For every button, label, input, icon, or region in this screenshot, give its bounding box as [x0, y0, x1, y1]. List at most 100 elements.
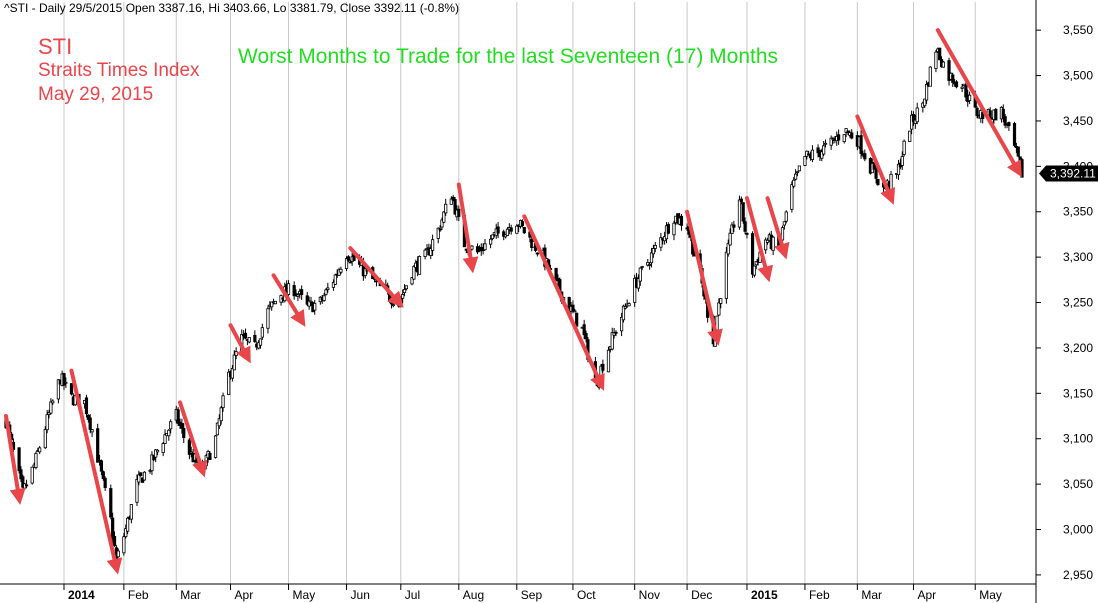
x-tick-label: Sep [521, 588, 543, 602]
candle-body [951, 74, 955, 83]
candle-body [62, 373, 66, 386]
candle-body [464, 248, 468, 251]
candle-body [764, 239, 768, 251]
decline-arrow [522, 214, 605, 391]
candle-body [313, 302, 317, 311]
candle-body [739, 198, 743, 202]
index-name-label: Straits Times Index [38, 60, 200, 81]
last-price-marker: 3,392.11 [1039, 165, 1098, 182]
candle-body [137, 474, 141, 483]
candle-body [84, 397, 89, 415]
decline-arrow [69, 368, 123, 575]
candle-body [292, 285, 296, 297]
last-price-text: 3,392.11 [1050, 167, 1096, 181]
x-tick-label: Mar [861, 588, 882, 602]
candle-body [56, 379, 60, 400]
chart-header: ^STI - Daily 29/5/2015 Open 3387.16, Hi … [4, 1, 460, 15]
candle-body [344, 258, 349, 269]
y-axis-ticks: 2,950 3,000 3,050 3,100 3,150 3,200 3,250 3,300… [1036, 23, 1093, 582]
candle-body [732, 224, 736, 228]
candle-body [638, 267, 642, 282]
x-tick-label: Feb [809, 588, 830, 602]
candle-body [960, 86, 964, 89]
candle-body [442, 211, 446, 223]
candle-body [126, 517, 130, 532]
candle-body [51, 400, 55, 404]
candle-body [270, 301, 274, 308]
candle-body [619, 316, 624, 332]
candle-body [43, 429, 47, 449]
candle-body [582, 324, 586, 336]
candle-body [21, 476, 25, 488]
candle-body [243, 332, 248, 339]
candle-body [176, 409, 180, 424]
candle-body [924, 84, 929, 101]
candle-body [752, 265, 757, 276]
y-tick-label: 3,350 [1063, 205, 1093, 219]
candle-body [923, 98, 927, 107]
candle-body [646, 262, 650, 266]
candle-body [627, 303, 631, 307]
candle-body [266, 308, 270, 329]
candle-body [217, 418, 221, 427]
decline-arrow [271, 273, 306, 327]
candle-body [103, 477, 107, 488]
candle-body [502, 231, 506, 237]
candle-body [64, 381, 68, 384]
candle-body [717, 302, 721, 316]
y-tick-label: 2,950 [1063, 568, 1093, 582]
candle-body [876, 178, 880, 186]
candle-body [253, 335, 257, 342]
candle-body [797, 165, 801, 172]
candle-body [896, 163, 901, 176]
decline-arrow [935, 28, 1022, 178]
candle-body [401, 294, 405, 299]
candle-body [535, 252, 539, 255]
candle-body [187, 439, 191, 455]
candle-body [850, 132, 854, 139]
candle-body [150, 454, 154, 472]
candle-body [621, 305, 626, 321]
candle-body [934, 51, 938, 69]
candle-body [96, 428, 100, 463]
candle-body [69, 383, 74, 395]
candle-body [941, 61, 946, 68]
candle-body [810, 149, 815, 161]
candle-body [750, 233, 755, 275]
candle-body [169, 421, 173, 430]
x-tick-label: Apr [235, 588, 254, 602]
candle-body [623, 306, 627, 309]
candle-body [889, 173, 893, 191]
candle-body [730, 224, 734, 235]
x-tick-label: Aug [463, 588, 484, 602]
candle-body [45, 414, 49, 431]
candle-body [296, 294, 300, 297]
candle-body [34, 453, 38, 468]
candle-body [829, 137, 833, 146]
decline-arrow [765, 196, 790, 260]
candle-body [633, 277, 637, 303]
candle-body [784, 211, 788, 222]
candle-body [182, 427, 186, 439]
candle-body [402, 289, 407, 294]
candle-body [844, 128, 848, 133]
candle-body [975, 107, 979, 116]
candle-body [823, 142, 828, 145]
candle-body [154, 449, 158, 458]
candle-body [728, 232, 732, 246]
candle-body [648, 264, 652, 266]
candle-body [509, 227, 513, 232]
candle-body [438, 228, 442, 231]
price-bars [4, 47, 1024, 563]
x-tick-label: 2015 [751, 588, 778, 602]
candle-body [863, 153, 867, 160]
candle-body [227, 371, 231, 395]
candle-body [112, 536, 117, 547]
candle-body [554, 267, 558, 280]
x-axis-ticks: 2014 Feb Mar Apr May Jun Jul Aug Sep Oct Nov Dec 201… [63, 584, 1002, 602]
x-tick-label: Dec [691, 588, 712, 602]
candle-body [90, 429, 94, 433]
candle-body [38, 447, 42, 453]
candle-body [363, 268, 367, 277]
y-tick-label: 3,200 [1063, 341, 1093, 355]
